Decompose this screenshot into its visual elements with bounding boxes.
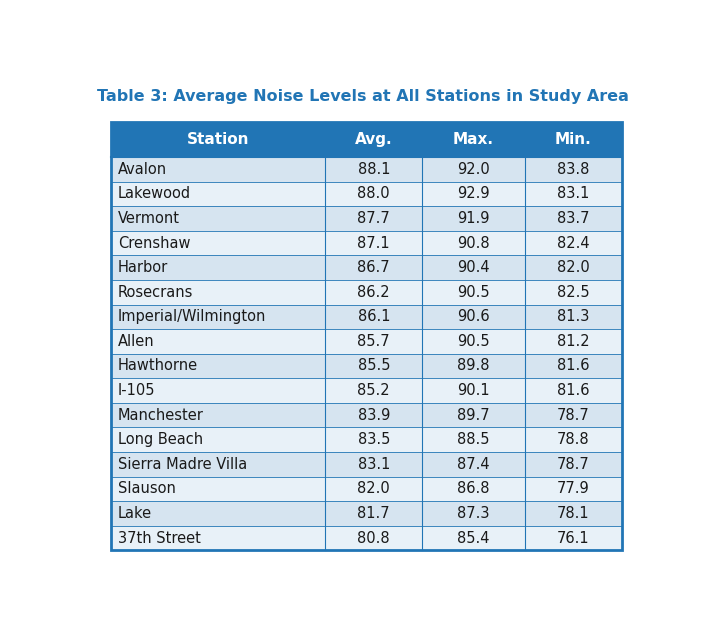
Bar <box>111 427 622 452</box>
Text: 82.5: 82.5 <box>557 285 589 300</box>
Text: 83.5: 83.5 <box>357 432 390 447</box>
Bar <box>111 354 622 379</box>
Bar <box>111 181 622 206</box>
Text: 80.8: 80.8 <box>357 530 390 545</box>
Text: 87.4: 87.4 <box>457 457 490 472</box>
Text: Sierra Madre Villa: Sierra Madre Villa <box>118 457 247 472</box>
Text: 78.1: 78.1 <box>557 506 589 521</box>
Text: Rosecrans: Rosecrans <box>118 285 193 300</box>
Text: 90.4: 90.4 <box>457 260 490 275</box>
Text: 82.4: 82.4 <box>557 236 589 251</box>
Text: Hawthorne: Hawthorne <box>118 358 198 374</box>
Text: 88.0: 88.0 <box>357 186 390 202</box>
Text: Max.: Max. <box>453 132 494 147</box>
Text: 81.7: 81.7 <box>357 506 390 521</box>
Text: 78.7: 78.7 <box>557 408 589 423</box>
Bar <box>111 452 622 477</box>
Bar <box>111 403 622 427</box>
Text: 91.9: 91.9 <box>457 211 490 226</box>
Text: 85.2: 85.2 <box>357 383 390 398</box>
Text: Imperial/Wilmington: Imperial/Wilmington <box>118 309 266 324</box>
Text: 90.8: 90.8 <box>457 236 490 251</box>
Bar <box>111 501 622 526</box>
Text: 87.1: 87.1 <box>357 236 390 251</box>
Text: 92.0: 92.0 <box>457 162 490 177</box>
Text: Avg.: Avg. <box>355 132 393 147</box>
Text: 78.7: 78.7 <box>557 457 589 472</box>
Text: 90.1: 90.1 <box>457 383 490 398</box>
Bar <box>111 379 622 403</box>
Text: 83.1: 83.1 <box>557 186 589 202</box>
Text: 82.0: 82.0 <box>357 482 390 496</box>
Bar <box>111 477 622 501</box>
Text: Lakewood: Lakewood <box>118 186 191 202</box>
Text: 88.5: 88.5 <box>457 432 490 447</box>
Text: 78.8: 78.8 <box>557 432 589 447</box>
Text: Avalon: Avalon <box>118 162 167 177</box>
Text: 89.7: 89.7 <box>457 408 490 423</box>
Bar <box>111 122 622 157</box>
Bar <box>111 231 622 255</box>
Bar <box>111 329 622 354</box>
Bar <box>111 122 622 550</box>
Text: 85.5: 85.5 <box>357 358 390 374</box>
Text: Crenshaw: Crenshaw <box>118 236 190 251</box>
Text: 92.9: 92.9 <box>457 186 490 202</box>
Bar <box>111 206 622 231</box>
Text: 85.4: 85.4 <box>457 530 490 545</box>
Text: 86.2: 86.2 <box>357 285 390 300</box>
Text: 77.9: 77.9 <box>557 482 589 496</box>
Text: 83.8: 83.8 <box>557 162 589 177</box>
Text: 89.8: 89.8 <box>457 358 490 374</box>
Text: Vermont: Vermont <box>118 211 180 226</box>
Text: 83.1: 83.1 <box>357 457 390 472</box>
Text: 86.8: 86.8 <box>457 482 490 496</box>
Text: Manchester: Manchester <box>118 408 203 423</box>
Text: Slauson: Slauson <box>118 482 176 496</box>
Text: Allen: Allen <box>118 334 155 349</box>
Bar <box>111 305 622 329</box>
Text: Long Beach: Long Beach <box>118 432 203 447</box>
Text: 90.5: 90.5 <box>457 285 490 300</box>
Bar <box>111 526 622 550</box>
Text: Min.: Min. <box>554 132 591 147</box>
Text: 86.1: 86.1 <box>357 309 390 324</box>
Text: Harbor: Harbor <box>118 260 168 275</box>
Text: 85.7: 85.7 <box>357 334 390 349</box>
Text: 82.0: 82.0 <box>557 260 589 275</box>
Text: 87.3: 87.3 <box>457 506 490 521</box>
Text: Station: Station <box>186 132 249 147</box>
Text: 81.6: 81.6 <box>557 383 589 398</box>
Text: 83.7: 83.7 <box>557 211 589 226</box>
Text: 87.7: 87.7 <box>357 211 390 226</box>
Bar <box>111 255 622 280</box>
Text: I-105: I-105 <box>118 383 155 398</box>
Bar <box>111 280 622 305</box>
Text: 76.1: 76.1 <box>557 530 589 545</box>
Text: Table 3: Average Noise Levels at All Stations in Study Area: Table 3: Average Noise Levels at All Sta… <box>97 88 630 104</box>
Text: 90.6: 90.6 <box>457 309 490 324</box>
Text: 90.5: 90.5 <box>457 334 490 349</box>
Text: Lake: Lake <box>118 506 152 521</box>
Bar <box>111 157 622 181</box>
Text: 81.2: 81.2 <box>557 334 589 349</box>
Text: 86.7: 86.7 <box>357 260 390 275</box>
Text: 88.1: 88.1 <box>357 162 390 177</box>
Text: 83.9: 83.9 <box>357 408 390 423</box>
Text: 81.3: 81.3 <box>557 309 589 324</box>
Text: 37th Street: 37th Street <box>118 530 201 545</box>
Text: 81.6: 81.6 <box>557 358 589 374</box>
